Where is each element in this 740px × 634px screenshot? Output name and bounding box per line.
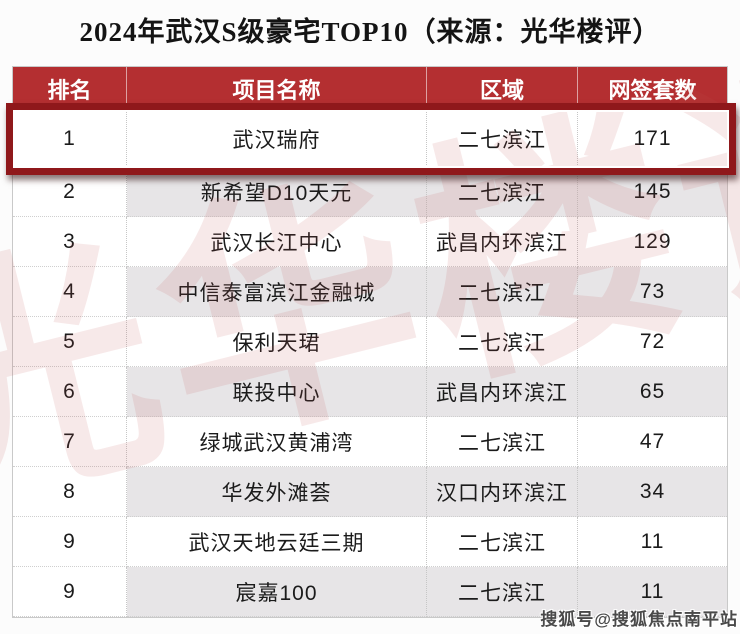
project-name-cell: 武汉瑞府 [127, 111, 427, 167]
region-cell: 二七滨江 [427, 567, 578, 617]
region-cell: 二七滨江 [427, 317, 578, 367]
page-title: 2024年武汉S级豪宅TOP10（来源：光华楼评） [79, 17, 661, 47]
rank-cell: 2 [13, 167, 127, 217]
project-name-cell: 保利天珺 [127, 317, 427, 367]
column-header-rank: 排名 [13, 67, 127, 111]
count-cell: 73 [578, 267, 727, 317]
count-cell: 65 [578, 367, 727, 417]
rank-cell: 5 [13, 317, 127, 367]
count-cell: 34 [578, 467, 727, 517]
rank-cell: 7 [13, 417, 127, 467]
project-name-cell: 绿城武汉黄浦湾 [127, 417, 427, 467]
count-cell: 171 [578, 111, 727, 167]
count-cell: 11 [578, 567, 727, 617]
region-cell: 汉口内环滨江 [427, 467, 578, 517]
region-cell: 武昌内环滨江 [427, 217, 578, 267]
rank-cell: 6 [13, 367, 127, 417]
project-name-cell: 中信泰富滨江金融城 [127, 267, 427, 317]
luxury-ranking-table: 排名 项目名称 区域 网签套数 1 武汉瑞府 二七滨江 171 2 新希望D10… [6, 66, 736, 618]
rank-cell: 9 [13, 567, 127, 617]
count-cell: 145 [578, 167, 727, 217]
project-name-cell: 联投中心 [127, 367, 427, 417]
project-name-cell: 宸嘉100 [127, 567, 427, 617]
project-name-cell: 武汉天地云廷三期 [127, 517, 427, 567]
region-cell: 二七滨江 [427, 267, 578, 317]
column-header-signed-units: 网签套数 [578, 67, 727, 111]
column-header-project-name: 项目名称 [127, 67, 427, 111]
column-header-region: 区域 [427, 67, 578, 111]
rank-cell: 4 [13, 267, 127, 317]
rank-cell: 3 [13, 217, 127, 267]
count-cell: 72 [578, 317, 727, 367]
region-cell: 二七滨江 [427, 517, 578, 567]
region-cell: 武昌内环滨江 [427, 367, 578, 417]
project-name-cell: 华发外滩荟 [127, 467, 427, 517]
sohu-account-watermark: 搜狐号@搜狐焦点南平站 [540, 610, 738, 629]
region-cell: 二七滨江 [427, 111, 578, 167]
rank-cell: 8 [13, 467, 127, 517]
project-name-cell: 新希望D10天元 [127, 167, 427, 217]
rank-cell: 9 [13, 517, 127, 567]
project-name-cell: 武汉长江中心 [127, 217, 427, 267]
region-cell: 二七滨江 [427, 167, 578, 217]
count-cell: 47 [578, 417, 727, 467]
count-cell: 11 [578, 517, 727, 567]
rank-cell: 1 [13, 111, 127, 167]
region-cell: 二七滨江 [427, 417, 578, 467]
count-cell: 129 [578, 217, 727, 267]
